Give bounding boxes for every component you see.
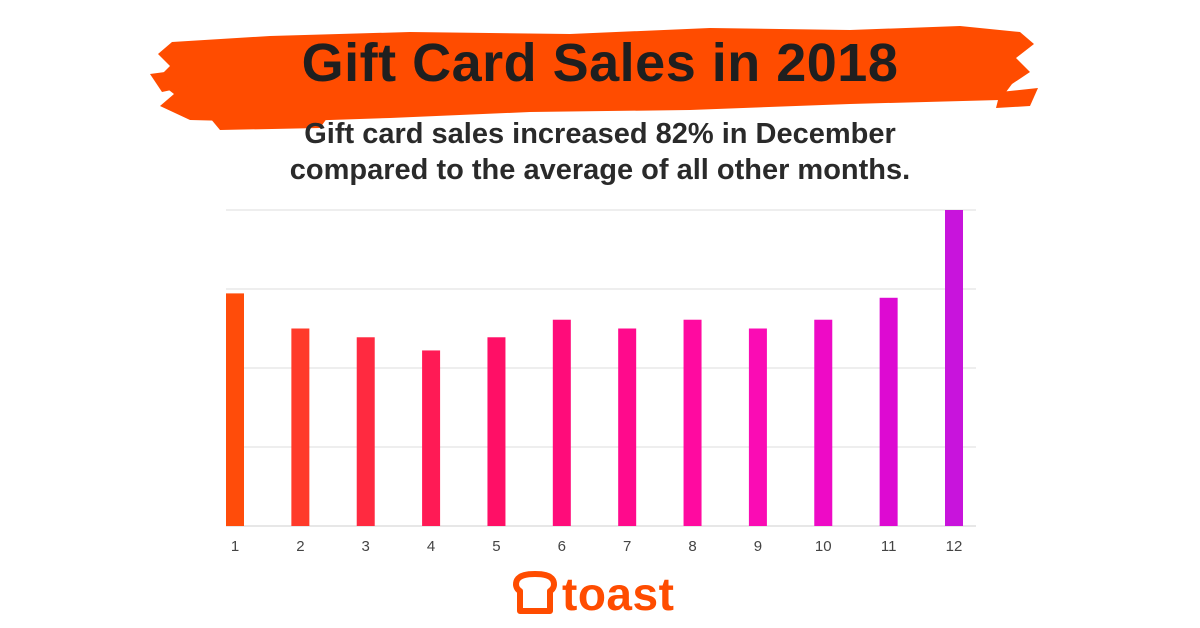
x-tick-label: 10 — [815, 538, 832, 555]
bar-month-7 — [618, 328, 637, 526]
toast-logo: toast — [512, 566, 674, 622]
x-tick-label: 12 — [946, 538, 963, 555]
bar-month-2 — [291, 328, 310, 526]
bar-month-1 — [226, 293, 244, 526]
bar-month-3 — [356, 337, 375, 526]
toast-logo-icon — [513, 571, 557, 614]
x-tick-label: 9 — [754, 538, 762, 555]
subtitle-line-1: Gift card sales increased 82% in Decembe… — [304, 118, 896, 150]
page-title: Gift Card Sales in 2018 — [301, 33, 899, 93]
x-tick-label: 11 — [881, 538, 897, 555]
bar-month-6 — [552, 319, 571, 526]
x-tick-label: 2 — [296, 538, 304, 555]
x-tick-label: 7 — [623, 538, 631, 555]
x-tick-label: 3 — [362, 538, 370, 555]
x-tick-label: 6 — [558, 538, 566, 555]
subtitle-line-2: compared to the average of all other mon… — [289, 154, 911, 186]
bar-month-9 — [748, 328, 767, 526]
bar-month-11 — [879, 297, 898, 526]
bar-month-4 — [422, 350, 441, 526]
bar-month-5 — [487, 337, 506, 526]
x-tick-label: 8 — [688, 538, 696, 555]
bar-month-12 — [945, 210, 963, 526]
chart-gridlines — [226, 209, 976, 527]
chart-bars — [226, 210, 963, 526]
title-brush-stroke — [150, 14, 1040, 134]
subtitle: Gift card sales increased 82% in Decembe… — [0, 116, 1200, 188]
brand-name: toast — [562, 568, 675, 620]
x-tick-label: 1 — [231, 538, 239, 555]
chart-x-tick-labels: 1 2 3 4 5 6 7 8 9 10 11 12 — [231, 538, 963, 555]
x-tick-label: 4 — [427, 538, 435, 555]
bar-month-10 — [814, 319, 833, 526]
bar-month-8 — [683, 319, 702, 526]
x-tick-label: 5 — [492, 538, 500, 555]
